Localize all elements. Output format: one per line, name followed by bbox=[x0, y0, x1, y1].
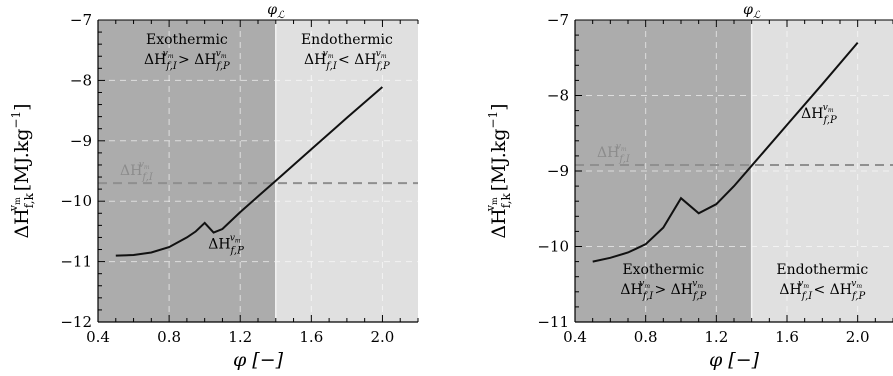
series-P-line bbox=[592, 41, 859, 263]
y-tick-label: −10 bbox=[60, 192, 92, 210]
y-tick-label: −7 bbox=[70, 11, 92, 29]
endothermic-condition: ΔHf,Ivm < ΔHf,Pvm bbox=[779, 279, 865, 302]
series-I-label: ΔHf,Ivm bbox=[597, 142, 631, 165]
y-tick-label: −9 bbox=[547, 162, 569, 180]
chart-panel-2: 0.4 0.8 1.2 1.6 2.0−11−10−9−8−7φℒExothermicΔ… bbox=[484, 2, 893, 371]
endothermic-condition: ΔHf,Ivm < ΔHf,Pvm bbox=[304, 49, 390, 72]
series-P-label: ΔHf,Pvm bbox=[208, 233, 244, 256]
x-tick-label: 1.2 bbox=[704, 328, 728, 346]
x-tick-label: 1.6 bbox=[775, 328, 799, 346]
y-axis-title: ΔHf,kvm [MJ.kg−1] bbox=[484, 103, 513, 238]
x-tick-label: 0.4 bbox=[86, 328, 110, 346]
y-tick-label: −11 bbox=[60, 253, 92, 271]
x-tick-label: 0.8 bbox=[634, 328, 658, 346]
x-axis-title: φ [−] bbox=[233, 349, 284, 371]
x-tick-label: 2.0 bbox=[371, 328, 395, 346]
exothermic-title: Exothermic bbox=[622, 262, 704, 278]
x-tick-label: 0.8 bbox=[157, 328, 181, 346]
exothermic-title: Exothermic bbox=[146, 32, 228, 48]
exothermic-condition: ΔHf,Ivm > ΔHf,Pvm bbox=[620, 279, 706, 302]
y-tick-label: −8 bbox=[70, 71, 92, 89]
series-I-label: ΔHf,Ivm bbox=[120, 160, 154, 183]
x-axis-title: φ [−] bbox=[709, 349, 760, 371]
x-tick-label: 1.6 bbox=[299, 328, 323, 346]
exothermic-condition: ΔHf,Ivm > ΔHf,Pvm bbox=[144, 49, 230, 72]
x-tick-label: 2.0 bbox=[846, 328, 870, 346]
phi-L-label: φℒ bbox=[267, 2, 285, 21]
series-P-label: ΔHf,Pvm bbox=[801, 103, 837, 126]
phi-L-label: φℒ bbox=[743, 2, 761, 21]
chart-panel-1: 0.4 0.8 1.2 1.6 2.0 −12 −11 −10 −9 −8 −7 φℒ Exotherm… bbox=[7, 2, 419, 371]
series-P-line bbox=[115, 86, 384, 257]
y-tick-label: −11 bbox=[537, 313, 569, 331]
y-tick-label: −9 bbox=[70, 132, 92, 150]
x-tick-label: 1.2 bbox=[228, 328, 252, 346]
exothermic-region bbox=[98, 20, 276, 322]
y-tick-label: −12 bbox=[60, 313, 92, 331]
y-tick-label: −7 bbox=[547, 11, 569, 29]
endothermic-title: Endothermic bbox=[301, 32, 393, 48]
y-tick-label: −10 bbox=[537, 238, 569, 256]
endothermic-title: Endothermic bbox=[776, 262, 868, 278]
x-tick-label: 0.4 bbox=[563, 328, 587, 346]
y-tick-label: −8 bbox=[547, 87, 569, 105]
y-axis-title: ΔHf,kvm [MJ.kg−1] bbox=[7, 103, 36, 238]
endothermic-region bbox=[275, 20, 418, 322]
